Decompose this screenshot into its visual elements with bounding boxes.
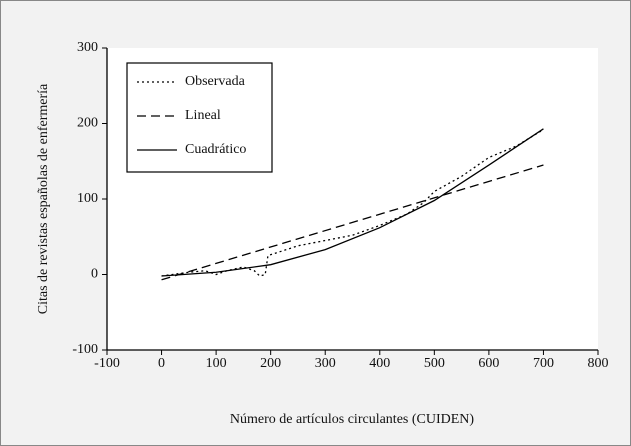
y-tick-label: 200 [77, 116, 98, 131]
legend-label: Lineal [185, 108, 221, 123]
x-tick-label: 100 [206, 356, 227, 371]
x-tick-label: 300 [315, 356, 336, 371]
legend-box [126, 62, 273, 173]
y-tick-label: 100 [77, 191, 98, 206]
y-tick-label: -100 [72, 342, 98, 357]
x-tick-label: 200 [260, 356, 281, 371]
x-tick-label: -100 [94, 356, 120, 371]
series-line [161, 128, 544, 277]
y-tick-label: 300 [77, 40, 98, 55]
x-tick-label: 800 [588, 356, 609, 371]
series-line [161, 164, 544, 281]
x-axis-title: Número de artículos circulantes (CUIDEN) [230, 412, 474, 427]
x-tick-label: 600 [478, 356, 499, 371]
y-axis-title: Citas de revistas españolas de enfermerí… [36, 83, 51, 314]
x-tick-label: 400 [369, 356, 390, 371]
y-tick-label: 0 [91, 267, 98, 282]
x-tick-label: 500 [424, 356, 445, 371]
x-tick-label: 700 [533, 356, 554, 371]
x-tick-label: 0 [158, 356, 165, 371]
legend-label: Cuadrático [185, 142, 246, 157]
legend-label: Observada [185, 74, 246, 89]
